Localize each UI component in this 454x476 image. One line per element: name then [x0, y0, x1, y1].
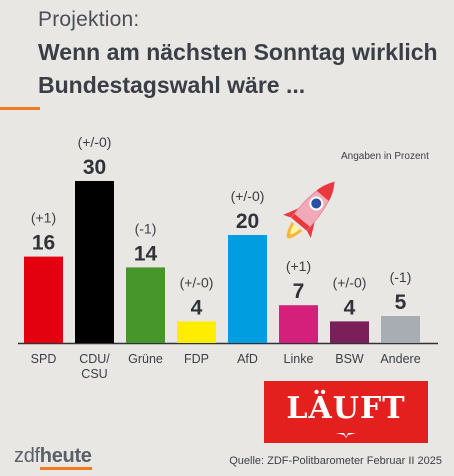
value-label-spd: 16: [32, 232, 55, 255]
value-label-andere: 5: [395, 291, 407, 314]
source-note: Quelle: ZDF-Politbarometer Februar II 20…: [229, 455, 442, 467]
bar-linke: [279, 305, 318, 343]
laeuft-sticker: LÄUFT: [264, 381, 428, 443]
rocket-icon: [283, 181, 335, 239]
pre-title: Projektion:: [38, 8, 140, 31]
accent-line: [0, 107, 40, 110]
bar-fdp: [177, 321, 216, 343]
change-label-bsw: (+/-0): [333, 274, 367, 290]
change-label-cducsu: (+/-0): [78, 134, 112, 150]
category-label-afd: AfD: [237, 352, 258, 366]
bar-cducsu: [75, 181, 114, 343]
category-label-bsw: BSW: [335, 352, 364, 366]
value-label-afd: 20: [236, 210, 259, 233]
logo-heute: heute: [39, 445, 92, 470]
bar-spd: [24, 256, 63, 343]
category-label-cducsu: CDU/: [79, 352, 110, 366]
value-label-linke: 7: [293, 280, 305, 303]
chart-title: Wenn am nächsten Sonntag wirklich Bundes…: [38, 39, 438, 98]
category-label-fdp: FDP: [184, 352, 209, 366]
zdfheute-logo: zdfheute: [14, 445, 92, 470]
change-label-fdp: (+/-0): [180, 274, 214, 290]
value-label-cducsu: 30: [83, 156, 106, 179]
bar-andere: [381, 316, 420, 343]
change-label-spd: (+1): [31, 210, 56, 226]
sticker-text: LÄUFT: [286, 390, 406, 426]
category-label-linke: Linke: [284, 352, 314, 366]
category-label-spd: SPD: [31, 352, 57, 366]
change-label-andere: (-1): [390, 269, 412, 285]
change-label-linke: (+1): [286, 258, 311, 274]
logo-zdf: zdf: [14, 445, 40, 467]
value-label-grüne: 14: [134, 242, 158, 265]
change-label-grüne: (-1): [135, 220, 157, 236]
bar-bsw: [330, 321, 369, 343]
wing-icon: [336, 433, 356, 438]
bar-grüne: [126, 267, 165, 343]
value-label-bsw: 4: [344, 296, 356, 319]
value-label-fdp: 4: [191, 296, 203, 319]
category-label-cducsu: CSU: [81, 367, 107, 381]
change-label-afd: (+/-0): [231, 188, 265, 204]
category-label-grüne: Grüne: [128, 352, 163, 366]
bar-afd: [228, 235, 267, 343]
category-label-andere: Andere: [380, 352, 420, 366]
unit-note: Angaben in Prozent: [341, 151, 429, 162]
